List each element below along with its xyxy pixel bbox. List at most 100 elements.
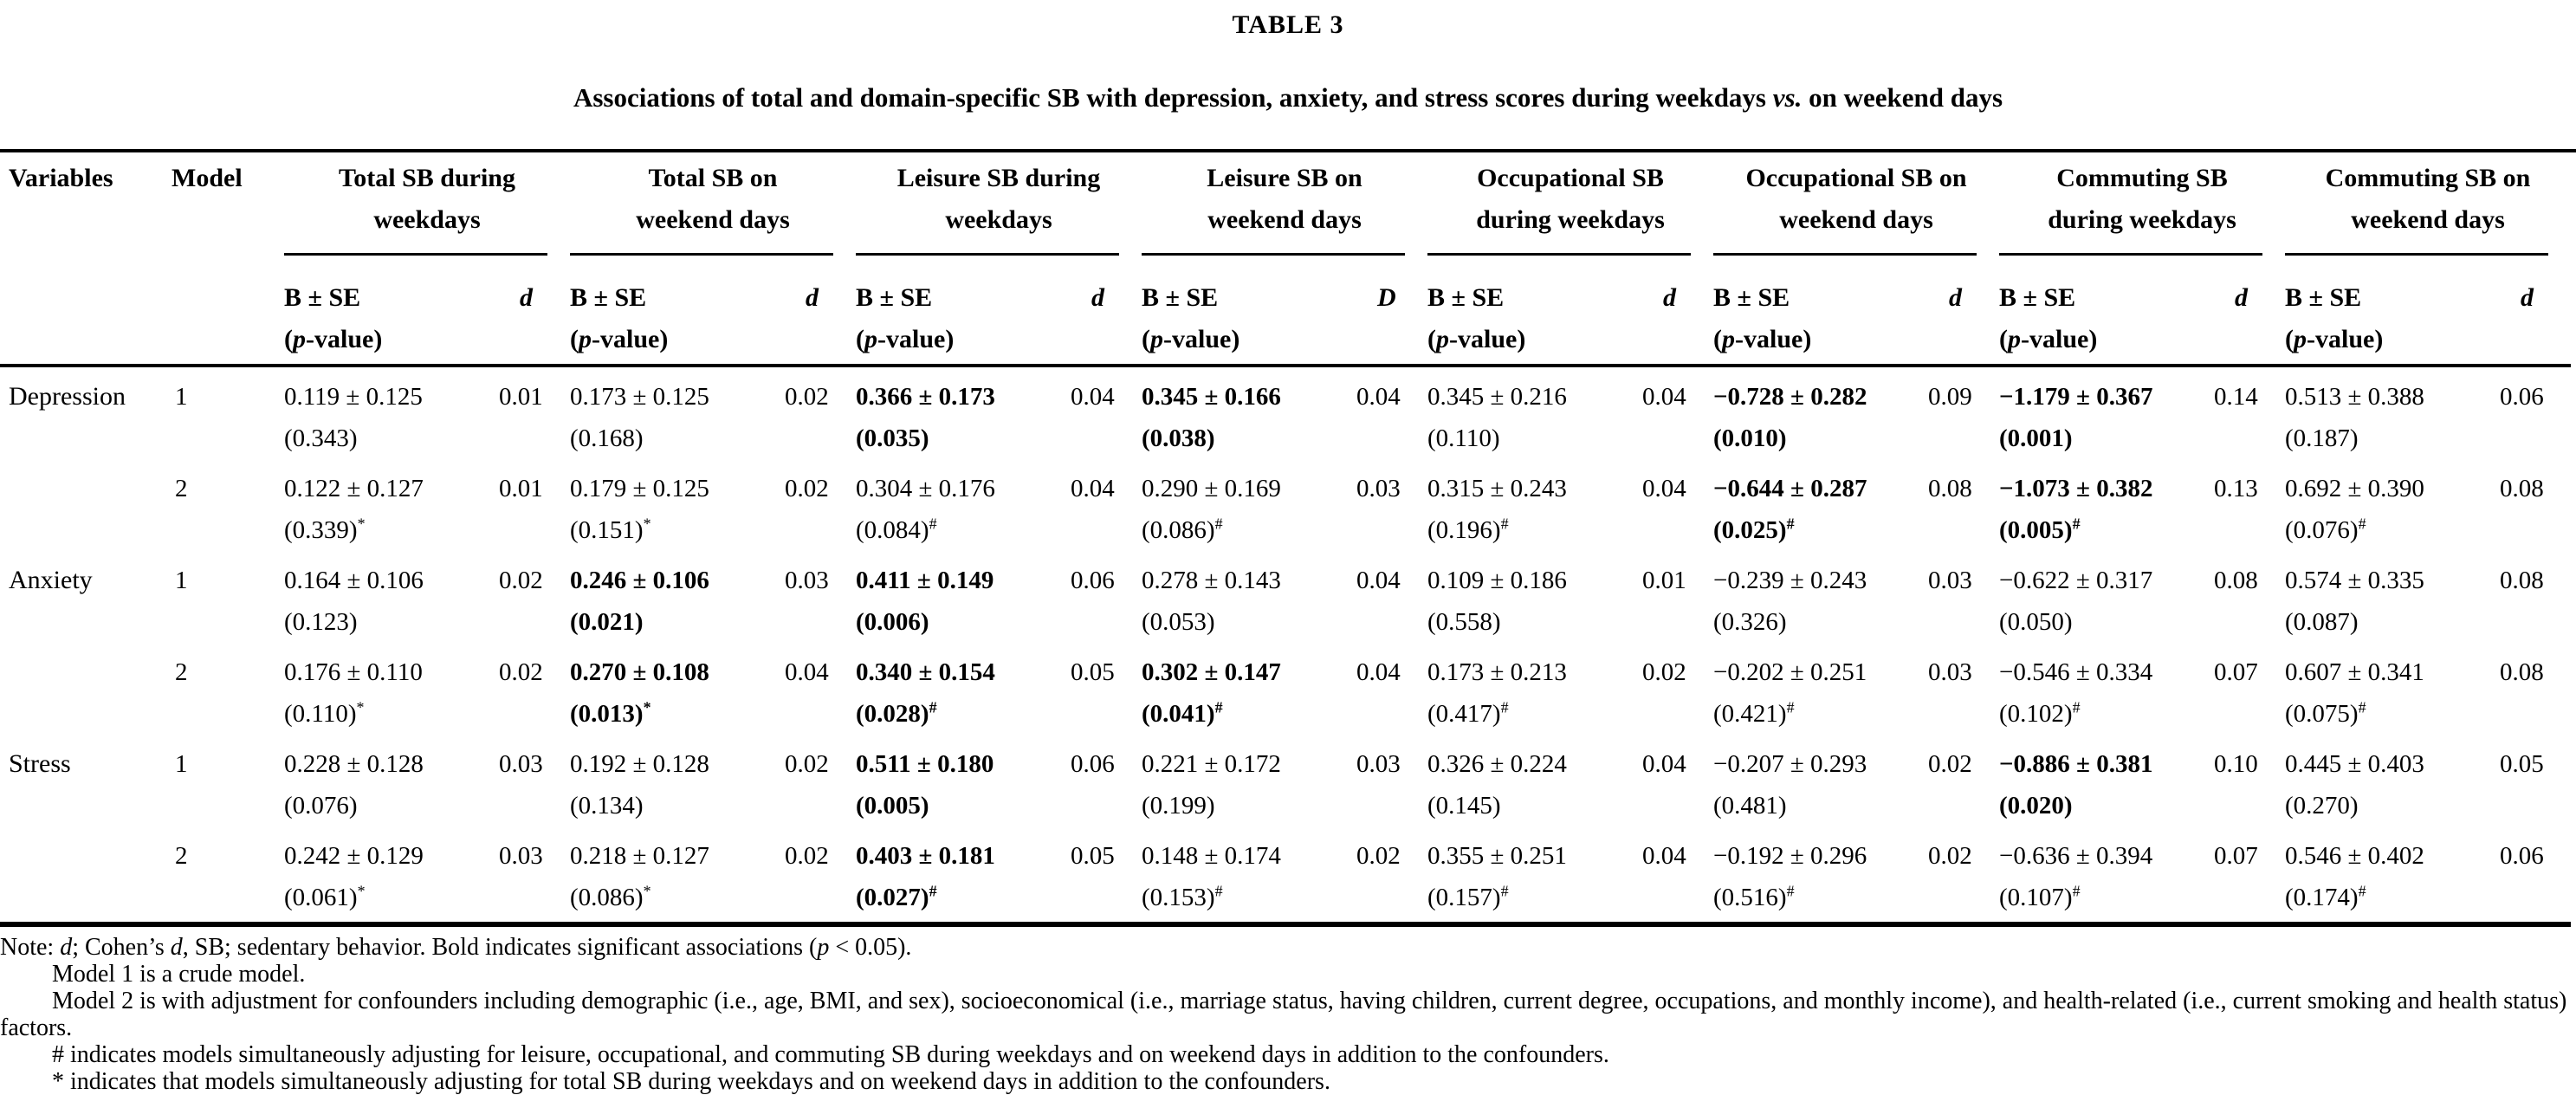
estimate-b-se: −0.207 ± 0.293 <box>1713 750 1867 778</box>
cell-effect-size: 0.08 <box>1928 475 1972 502</box>
estimate-b-se: −0.239 ± 0.243 <box>1713 567 1867 594</box>
estimate-b-se: 0.290 ± 0.169 <box>1142 475 1281 502</box>
estimate-p-value: (0.050) <box>1999 601 2214 643</box>
p-value-text: (0.145) <box>1427 792 1501 820</box>
p-value-text: (0.516) <box>1713 884 1787 911</box>
estimate-p-value: (0.005) <box>856 785 1071 826</box>
cell-estimate: 0.109 ± 0.186 (0.558) <box>1427 554 1642 646</box>
estimate-b-se: 0.411 ± 0.149 <box>856 567 994 594</box>
group-header-line2: weekend days <box>636 205 790 234</box>
p-rest: -value) <box>1735 325 1812 353</box>
group-header-line2: weekdays <box>945 205 1052 234</box>
p-value-text: (0.110) <box>1427 424 1500 452</box>
row-model-number: 2 <box>175 475 188 502</box>
estimate-p-value: (0.151)* <box>570 509 785 551</box>
estimate-b-se: 0.511 ± 0.180 <box>856 750 994 778</box>
estimate-b-se: 0.607 ± 0.341 <box>2285 658 2424 686</box>
estimate-p-value: (0.076)# <box>2285 509 2500 551</box>
p-value-superscript: # <box>1786 882 1795 900</box>
estimate-b-se: 0.304 ± 0.176 <box>856 475 995 502</box>
p-value-text: (0.028) <box>856 700 929 728</box>
p-value-text: (0.196) <box>1427 516 1501 544</box>
group-header-line1: Total SB during <box>339 164 515 192</box>
cell-estimate: 0.513 ± 0.388 (0.187) <box>2285 371 2500 463</box>
p-value-superscript: # <box>1214 698 1223 716</box>
estimate-p-value: (0.157)# <box>1427 877 1642 918</box>
cell-estimate: −0.207 ± 0.293 (0.481) <box>1713 738 1928 830</box>
cell-estimate: 0.546 ± 0.402 (0.174)# <box>2285 830 2500 922</box>
subheader-b-se-line1: B ± SE <box>856 283 933 312</box>
cell-effect-size: 0.04 <box>1642 475 1686 502</box>
cell-estimate: 0.246 ± 0.106 (0.021) <box>570 554 785 646</box>
estimate-b-se: 0.345 ± 0.166 <box>1142 383 1281 411</box>
row-variable-label: Depression <box>9 382 126 411</box>
p-value-superscript: # <box>2358 698 2366 716</box>
group-header-line2: weekend days <box>1779 205 1933 234</box>
group-header-rule <box>856 253 1119 256</box>
estimate-b-se: 0.302 ± 0.147 <box>1142 658 1281 686</box>
p-value-text: (0.102) <box>1999 700 2073 728</box>
subheader-b-se: B ± SE (p-value) <box>570 265 785 362</box>
estimate-b-se: 0.278 ± 0.143 <box>1142 567 1281 594</box>
estimate-p-value: (0.084)# <box>856 509 1071 551</box>
cell-estimate: 0.122 ± 0.127 (0.339)* <box>284 463 499 554</box>
p-value-text: (0.107) <box>1999 884 2073 911</box>
subheader-b-se: B ± SE (p-value) <box>1427 265 1642 362</box>
p-value-superscript: # <box>1500 698 1509 716</box>
subheader-effect-size: d <box>520 283 533 312</box>
subheader-b-se-line1: B ± SE <box>1142 283 1219 312</box>
subheader-effect-size: d <box>2521 283 2534 312</box>
estimate-p-value: (0.013)* <box>570 693 785 735</box>
estimate-b-se: −0.636 ± 0.394 <box>1999 842 2153 870</box>
estimate-p-value: (0.061)* <box>284 877 499 918</box>
subheader-b-se: B ± SE (p-value) <box>2285 265 2500 362</box>
estimate-b-se: −0.546 ± 0.334 <box>1999 658 2153 686</box>
cell-estimate: 0.304 ± 0.176 (0.084)# <box>856 463 1071 554</box>
p-value-text: (0.041) <box>1142 700 1215 728</box>
footnote-text: < 0.05). <box>829 934 912 961</box>
cell-effect-size: 0.10 <box>2214 750 2258 778</box>
p-value-text: (0.050) <box>1999 608 2073 636</box>
subheader-p-value: (p-value) <box>1713 319 1928 360</box>
estimate-b-se: 0.445 ± 0.403 <box>2285 750 2424 778</box>
p-italic: p <box>1722 325 1735 353</box>
subheader-p-value: (p-value) <box>1142 319 1356 360</box>
cell-effect-size: 0.02 <box>785 842 829 870</box>
group-header-rule <box>570 253 833 256</box>
group-header: Total SB on weekend days <box>570 152 856 253</box>
p-rest: -value) <box>2307 325 2384 353</box>
p-value-text: (0.421) <box>1713 700 1787 728</box>
p-value-text: (0.027) <box>856 884 929 911</box>
footnote-text: Model 2 is with adjustment for confounde… <box>0 988 2567 1041</box>
cell-estimate: 0.176 ± 0.110 (0.110)* <box>284 646 499 738</box>
p-italic: p <box>2294 325 2307 353</box>
cell-estimate: −0.644 ± 0.287 (0.025)# <box>1713 463 1928 554</box>
cell-effect-size: 0.03 <box>1356 475 1401 502</box>
table-top-rule <box>0 149 2576 152</box>
cell-estimate: 0.366 ± 0.173 (0.035) <box>856 371 1071 463</box>
estimate-p-value: (0.110) <box>1427 418 1642 459</box>
column-header-model: Model <box>172 164 243 192</box>
cell-effect-size: 0.04 <box>1356 567 1401 594</box>
p-value-superscript: # <box>2072 882 2081 900</box>
results-table: Variables Model Total SB during weekdays B ±… <box>0 152 2576 929</box>
estimate-p-value: (0.021) <box>570 601 785 643</box>
p-value-text: (0.075) <box>2285 700 2359 728</box>
estimate-b-se: −1.179 ± 0.367 <box>1999 383 2153 411</box>
cell-estimate: 0.445 ± 0.403 (0.270) <box>2285 738 2500 830</box>
p-rest: -value) <box>877 325 955 353</box>
cell-estimate: 0.355 ± 0.251 (0.157)# <box>1427 830 1642 922</box>
p-value-text: (0.076) <box>284 792 358 820</box>
p-italic: p <box>1436 325 1449 353</box>
cell-estimate: 0.326 ± 0.224 (0.145) <box>1427 738 1642 830</box>
cell-effect-size: 0.04 <box>1356 383 1401 411</box>
row-variable-label: Anxiety <box>9 566 93 594</box>
estimate-p-value: (0.053) <box>1142 601 1356 643</box>
p-open: ( <box>284 325 293 353</box>
group-header-rule <box>2285 253 2548 256</box>
estimate-b-se: 0.326 ± 0.224 <box>1427 750 1567 778</box>
column-header-variables: Variables <box>9 164 113 192</box>
cell-effect-size: 0.02 <box>499 658 543 686</box>
p-value-text: (0.010) <box>1713 424 1787 452</box>
subheader-b-se-line1: B ± SE <box>1999 283 2076 312</box>
